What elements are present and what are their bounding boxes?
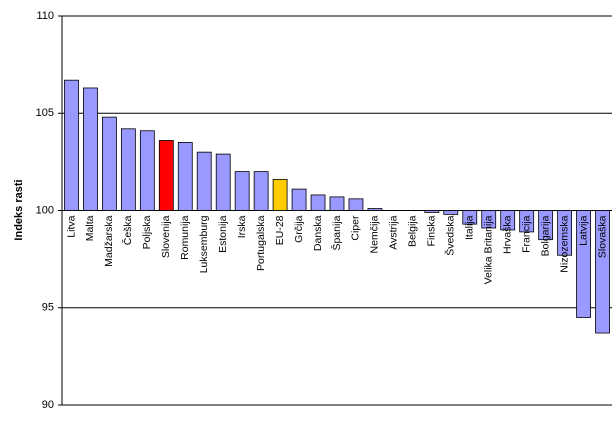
bar [102,116,117,211]
y-tick-label: 95 [42,302,54,314]
x-tick-label: Litva [65,215,77,237]
bar [120,128,136,211]
bar [538,210,554,241]
bar [443,210,459,215]
x-tick-label: Grčija [293,215,305,243]
bar [557,210,572,256]
bar [196,151,212,211]
bar [519,210,535,233]
bar [481,210,497,229]
x-tick-label: Nizozemska [558,215,570,272]
x-tick-label: Luksemburg [198,215,210,273]
x-tick-label: Romunija [179,215,191,260]
x-tick-label: Slovenija [160,215,172,258]
x-tick-label: EU-28 [274,215,286,245]
bar [139,130,155,211]
x-tick-label: Madžarska [103,215,115,267]
bar [272,178,288,211]
x-tick-label: Belgija [407,215,419,247]
y-tick-label: 105 [36,107,54,119]
bar [424,210,440,213]
bar [500,210,516,231]
x-tick-label: Francija [520,215,532,253]
bar [367,208,383,211]
bar [348,198,364,211]
bar [215,153,231,211]
y-tick-label: 90 [42,399,54,411]
bar [576,210,591,318]
x-tick-label: Irska [236,215,248,238]
x-tick-label: Portugalska [255,215,267,271]
bar [329,196,345,211]
x-tick-label: Estonija [217,215,229,253]
x-tick-label: Hrvaška [501,215,513,254]
bar [595,210,610,334]
bar [83,87,98,211]
bar [234,171,250,211]
x-tick-label: Ciper [350,215,362,241]
bar [253,171,269,211]
x-tick-label: Bolgarija [539,215,551,256]
x-tick-label: Nemčija [369,215,381,253]
bar [177,142,193,211]
y-tick-label: 110 [36,10,54,22]
bar [158,140,174,211]
x-tick-label: Poljska [141,215,153,249]
bar [64,79,79,211]
y-axis-label: Indeks rasti [13,179,25,240]
y-tick-label: 100 [36,204,54,216]
x-tick-label: Italija [464,215,476,240]
x-tick-label: Slovaška [596,215,608,258]
x-tick-label: Malta [84,215,96,241]
x-tick-label: Finska [426,215,438,246]
x-tick-label: Španija [330,215,343,250]
x-tick-label: Švedska [444,215,457,255]
x-tick-label: Češka [121,215,134,245]
bar [310,194,326,211]
x-tick-label: Latvija [577,215,589,246]
x-tick-label: Velika Britanija [483,215,495,284]
x-tick-label: Danska [312,215,324,251]
x-tick-label: Avstrija [388,215,400,249]
bar [291,188,307,211]
bar [462,210,478,225]
